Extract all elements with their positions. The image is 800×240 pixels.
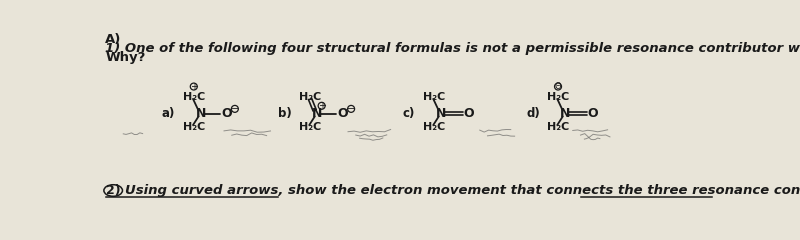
Text: H₂C: H₂C <box>547 122 569 132</box>
Text: O: O <box>221 107 232 120</box>
Text: H₂C: H₂C <box>299 92 321 102</box>
Text: c): c) <box>402 107 414 120</box>
Text: Using curved arrows, show the electron movement that connects the three resonanc: Using curved arrows, show the electron m… <box>125 184 800 197</box>
Text: −: − <box>347 104 355 114</box>
Text: H₂C: H₂C <box>182 92 205 102</box>
Text: H₂C: H₂C <box>423 92 445 102</box>
Text: −: − <box>230 104 239 114</box>
Text: Θ: Θ <box>554 82 562 91</box>
Text: 2): 2) <box>106 184 121 197</box>
Text: H₂C: H₂C <box>423 122 445 132</box>
Text: O: O <box>338 107 348 120</box>
Text: N: N <box>436 107 446 120</box>
Text: O: O <box>587 107 598 120</box>
Text: N: N <box>312 107 322 120</box>
Text: d): d) <box>526 107 540 120</box>
Text: a): a) <box>162 107 175 120</box>
Text: Why?: Why? <box>106 51 146 64</box>
Text: A): A) <box>106 33 122 46</box>
Text: +: + <box>190 82 198 91</box>
Text: H₂C: H₂C <box>299 122 321 132</box>
Text: O: O <box>463 107 474 120</box>
Text: +: + <box>318 101 326 111</box>
Text: H₂C: H₂C <box>547 92 569 102</box>
Text: 1) One of the following four structural formulas is not a permissible resonance : 1) One of the following four structural … <box>106 42 800 55</box>
Text: b): b) <box>278 107 292 120</box>
Text: N: N <box>195 107 206 120</box>
Text: H₂C: H₂C <box>182 122 205 132</box>
Text: N: N <box>560 107 570 120</box>
